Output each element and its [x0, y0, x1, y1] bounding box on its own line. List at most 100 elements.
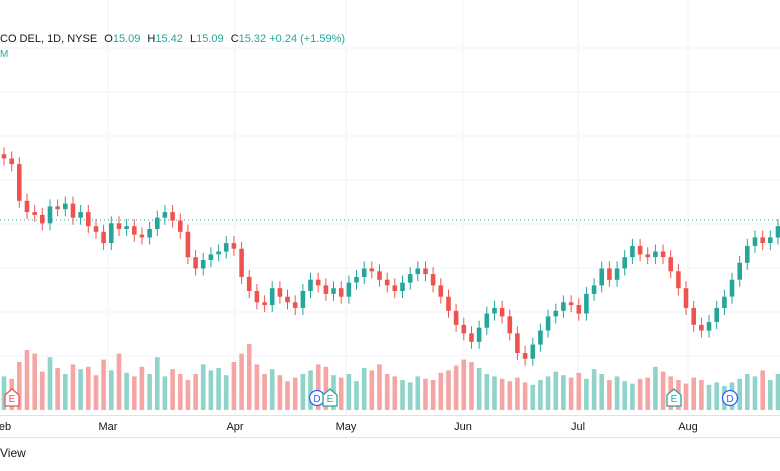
- candle-body: [430, 274, 436, 286]
- candle-body: [139, 234, 145, 238]
- volume-bar: [530, 384, 536, 410]
- volume-bar: [461, 359, 467, 410]
- x-tick-may: May: [335, 421, 357, 433]
- volume-bar: [553, 371, 559, 410]
- volume-bar: [484, 374, 490, 410]
- view-button[interactable]: View: [0, 446, 26, 460]
- candle-body: [155, 217, 160, 229]
- volume-bar: [300, 374, 306, 410]
- candle-body: [17, 164, 22, 201]
- volume-bar: [400, 380, 405, 410]
- volume-bar: [392, 376, 398, 410]
- volume-bar: [139, 366, 145, 410]
- candle-body: [277, 288, 283, 297]
- volume-bar: [545, 376, 551, 410]
- volume-bar: [246, 344, 252, 410]
- candle-body: [706, 322, 712, 331]
- candle-body: [530, 344, 536, 359]
- x-axis[interactable]: eb Mar Apr May Jun Jul Aug: [0, 415, 780, 438]
- event-marker-label: D: [313, 394, 320, 405]
- candle-body: [584, 293, 589, 314]
- indicator-label: M: [0, 49, 9, 60]
- volume-bar: [55, 368, 60, 410]
- x-tick-apr: Apr: [226, 421, 244, 433]
- volume-bar: [147, 374, 152, 410]
- volume-bar: [185, 380, 191, 410]
- earnings-marker[interactable]: E: [322, 388, 338, 407]
- earnings-marker[interactable]: E: [4, 388, 20, 407]
- candle-body: [63, 203, 68, 210]
- candle-body: [576, 305, 582, 314]
- volume-bar: [269, 369, 275, 410]
- dividend-marker-circle: [721, 389, 739, 407]
- candle-body: [614, 268, 620, 280]
- candle-body: [392, 285, 398, 291]
- candle-body: [216, 251, 221, 255]
- dividend-marker[interactable]: D: [721, 389, 739, 407]
- volume-bar: [653, 366, 658, 410]
- low-value: 15.09: [196, 33, 224, 45]
- candle-body: [446, 296, 451, 311]
- volume-bar: [691, 377, 696, 410]
- dividend-marker[interactable]: D: [308, 389, 326, 407]
- candle-body: [653, 251, 658, 258]
- volume-bar: [116, 353, 122, 410]
- candle-body: [469, 333, 474, 342]
- volume-bar: [768, 380, 773, 410]
- candle-body: [338, 288, 344, 297]
- candle-body: [492, 307, 497, 314]
- change-value: +0.24 (+1.59%): [269, 33, 346, 45]
- candle-body: [515, 333, 520, 353]
- volume-bar: [346, 374, 352, 410]
- candle-body: [714, 307, 719, 322]
- candle-body: [262, 302, 267, 306]
- volume-bar: [630, 383, 635, 410]
- candle-body: [668, 257, 673, 272]
- candle-body: [231, 243, 237, 249]
- candle-body: [47, 206, 53, 224]
- candle-body: [354, 276, 359, 283]
- candle-body: [246, 276, 252, 291]
- volume-bar: [699, 380, 704, 410]
- candle-body: [545, 316, 551, 331]
- volume-bar: [216, 368, 221, 410]
- candle-body: [676, 271, 681, 289]
- volume-bar: [101, 359, 106, 410]
- event-marker-label: D: [726, 394, 733, 405]
- volume-bar: [607, 380, 612, 410]
- volume-bar: [438, 372, 444, 410]
- event-marker-label: E: [9, 394, 16, 405]
- x-tick-aug: Aug: [678, 421, 698, 433]
- candle-body: [775, 226, 780, 238]
- volume-bar: [124, 372, 129, 410]
- volume-bar: [308, 370, 313, 410]
- candle-body: [699, 324, 704, 331]
- volume-bar: [499, 378, 505, 410]
- earnings-marker[interactable]: E: [666, 388, 682, 407]
- volume-bar: [231, 362, 237, 410]
- volume-bar: [40, 371, 45, 410]
- symbol-title: CO DEL, 1D, NYSE: [0, 33, 98, 45]
- volume-bar: [292, 377, 298, 410]
- volume-bar: [645, 377, 650, 410]
- candle-body: [729, 279, 735, 297]
- volume-bar: [262, 374, 267, 410]
- volume-bar: [446, 370, 451, 410]
- volume-bar: [614, 376, 620, 410]
- volume-bar: [538, 380, 543, 410]
- candle-body: [315, 279, 321, 286]
- candle-body: [760, 237, 765, 243]
- candle-body: [568, 302, 574, 306]
- candle-body: [254, 291, 260, 303]
- volume-bar: [323, 366, 329, 410]
- candle-body: [660, 251, 666, 258]
- volume-bar: [637, 378, 643, 410]
- candle-body: [9, 158, 14, 165]
- volume-bar: [469, 362, 474, 410]
- volume-bar: [683, 383, 689, 410]
- candle-body: [484, 313, 490, 328]
- candle-body: [170, 212, 175, 221]
- high-value: 15.42: [155, 33, 183, 45]
